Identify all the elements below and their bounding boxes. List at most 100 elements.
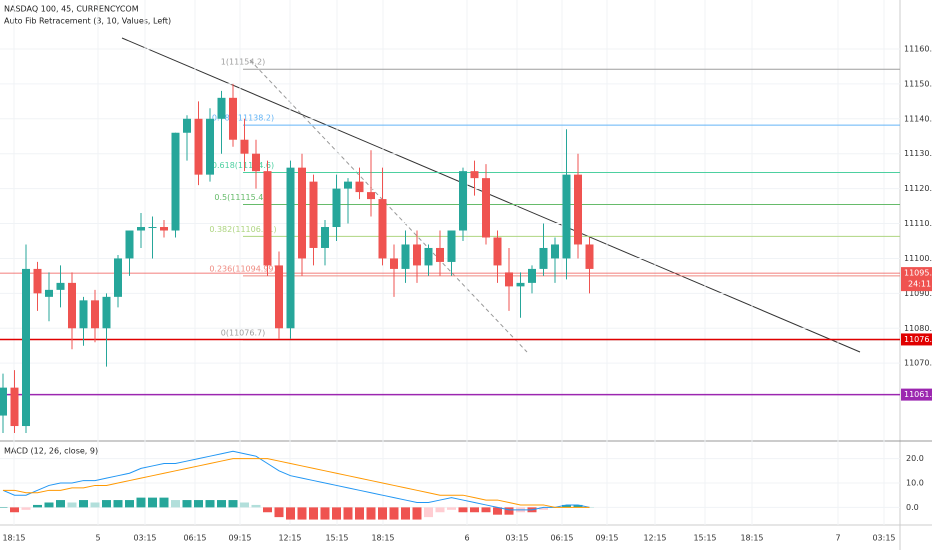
histogram-bar bbox=[90, 502, 100, 508]
candle-body bbox=[516, 282, 525, 287]
y-tick-label: 11100.0 bbox=[904, 254, 932, 263]
histogram-bar bbox=[102, 500, 111, 508]
histogram-bar bbox=[125, 500, 134, 508]
candle-body bbox=[229, 97, 237, 140]
candle-body bbox=[137, 227, 145, 231]
histogram-bar bbox=[332, 507, 341, 520]
candle-body bbox=[217, 97, 226, 119]
candle-body bbox=[183, 118, 191, 133]
candle-body bbox=[574, 174, 582, 245]
histogram-bar bbox=[240, 502, 249, 508]
histogram-bar bbox=[217, 500, 226, 508]
chart-title: NASDAQ 100, 45, CURRENCYCOM bbox=[4, 5, 139, 14]
histogram-bar bbox=[539, 507, 548, 510]
histogram-bar bbox=[309, 507, 318, 520]
candle-body bbox=[585, 244, 594, 269]
last-price-label: 11095.8 bbox=[904, 269, 932, 278]
candle-body bbox=[298, 167, 306, 259]
candle-body bbox=[45, 289, 53, 297]
candle-body bbox=[447, 230, 456, 262]
x-tick-label: 06:15 bbox=[550, 534, 573, 543]
histogram-bar bbox=[573, 504, 583, 508]
candle-body bbox=[125, 230, 134, 259]
candle-body bbox=[390, 258, 398, 269]
y-tick-label: 11150.0 bbox=[904, 79, 932, 88]
fib-label: 1(11154.2) bbox=[221, 58, 265, 67]
x-tick-label: 09:15 bbox=[228, 534, 251, 543]
candle-body bbox=[413, 244, 421, 266]
histogram-bar bbox=[366, 507, 376, 520]
candle-body bbox=[424, 247, 433, 266]
candle-body bbox=[79, 300, 88, 329]
price-label-box bbox=[901, 333, 932, 346]
candle-body bbox=[194, 118, 203, 175]
indicator-title: Auto Fib Retracement (3, 10, Values, Lef… bbox=[4, 17, 171, 26]
y-tick-label: 11080.0 bbox=[904, 324, 932, 333]
histogram-bar bbox=[21, 507, 31, 510]
histogram-bar bbox=[148, 497, 157, 508]
histogram-bar bbox=[470, 507, 479, 513]
trend-line bbox=[121, 37, 861, 353]
candle-body bbox=[33, 268, 42, 294]
x-tick-label: 12:15 bbox=[643, 534, 666, 543]
histogram-bar bbox=[44, 502, 54, 508]
candle-body bbox=[10, 387, 19, 427]
candle-body bbox=[171, 132, 180, 231]
candle-body bbox=[321, 227, 329, 248]
x-tick-label: 12:15 bbox=[278, 534, 301, 543]
candle-body bbox=[309, 181, 318, 248]
candle-body bbox=[275, 265, 283, 329]
histogram-bar bbox=[228, 500, 238, 508]
price-label-box bbox=[901, 388, 932, 401]
x-tick-label: 18:15 bbox=[2, 534, 25, 543]
macd-title: MACD (12, 26, close, 9) bbox=[4, 447, 98, 456]
price-label: 11061.0 bbox=[904, 390, 932, 399]
x-tick-label: 06:15 bbox=[183, 534, 206, 543]
candle-body bbox=[562, 174, 571, 259]
histogram-bar bbox=[378, 507, 387, 520]
candle-body bbox=[206, 118, 214, 175]
y-tick-label: 0.0 bbox=[906, 503, 919, 512]
histogram-bar bbox=[33, 504, 42, 508]
x-tick-label: 5 bbox=[95, 534, 100, 543]
candle-body bbox=[539, 247, 548, 269]
histogram-bar bbox=[182, 500, 192, 508]
histogram-bar bbox=[159, 497, 169, 508]
histogram-bar bbox=[79, 500, 88, 508]
y-tick-label: 11130.0 bbox=[904, 149, 932, 158]
histogram-bar bbox=[504, 507, 514, 515]
candle-body bbox=[332, 188, 341, 228]
candle-body bbox=[401, 244, 410, 269]
candle-body bbox=[355, 181, 364, 193]
x-tick-label: 03:15 bbox=[505, 534, 528, 543]
y-tick-label: 11160.0 bbox=[904, 44, 932, 53]
y-tick-label: 10.0 bbox=[906, 479, 924, 488]
candle-body bbox=[252, 153, 260, 172]
y-tick-label: 11090.0 bbox=[904, 289, 932, 298]
candle-body bbox=[436, 247, 444, 262]
candle-body bbox=[528, 268, 536, 283]
histogram-bar bbox=[458, 507, 468, 513]
histogram-bar bbox=[205, 500, 215, 508]
candle-body bbox=[367, 192, 375, 200]
candle-body bbox=[91, 300, 99, 329]
countdown: 24:11 bbox=[908, 280, 931, 289]
histogram-bar bbox=[493, 507, 502, 515]
histogram-bar bbox=[412, 507, 422, 520]
y-tick-label: 11120.0 bbox=[904, 184, 932, 193]
histogram-bar bbox=[113, 500, 123, 508]
histogram-bar bbox=[562, 504, 571, 508]
candle-body bbox=[459, 171, 467, 231]
x-tick-label: 7 bbox=[835, 534, 840, 543]
histogram-bar bbox=[10, 507, 19, 513]
price-label: 11076.8 bbox=[904, 335, 932, 344]
fib-label: 0.786(11138.2) bbox=[212, 114, 274, 123]
histogram-bar bbox=[263, 507, 272, 513]
y-tick-label: 11140.0 bbox=[904, 114, 932, 123]
histogram-bar bbox=[401, 507, 410, 520]
candle-body bbox=[344, 181, 352, 189]
x-tick-label: 15:15 bbox=[693, 534, 716, 543]
signal-line bbox=[3, 458, 590, 508]
macd-line bbox=[2, 450, 590, 511]
